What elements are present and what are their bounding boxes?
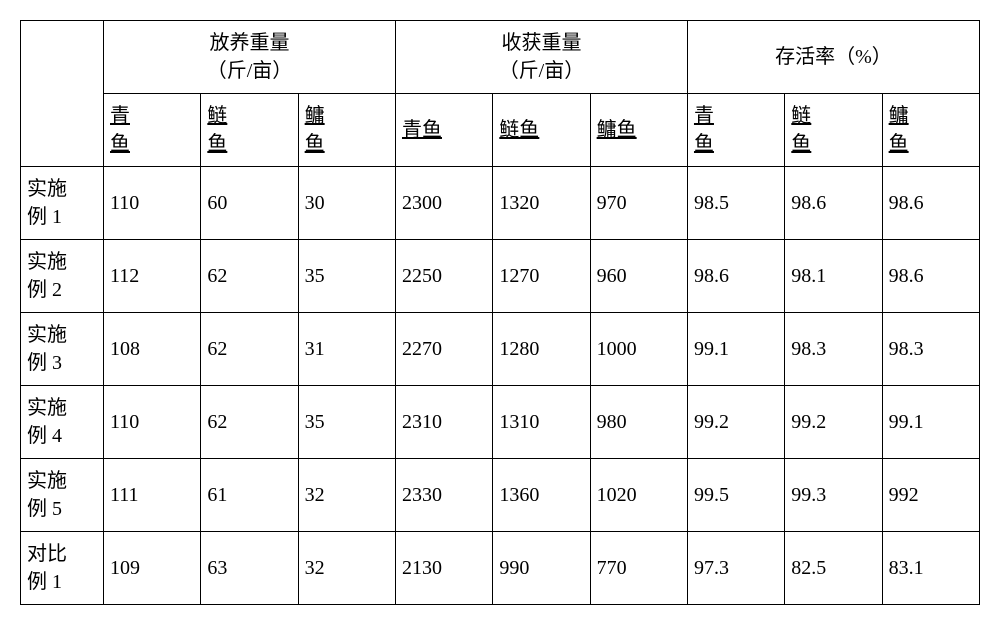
sub-header: 鳙鱼: [590, 94, 687, 167]
row-label: 实施例 3: [21, 313, 104, 386]
cell: 109: [104, 532, 201, 605]
table-row: 实施例 2 112 62 35 2250 1270 960 98.6 98.1 …: [21, 240, 980, 313]
cell: 30: [298, 167, 395, 240]
sub-header: 青鱼: [687, 94, 784, 167]
cell: 61: [201, 459, 298, 532]
header-group-survival: 存活率（%）: [687, 21, 979, 94]
cell: 98.6: [785, 167, 882, 240]
sub-header: 鳙鱼: [882, 94, 979, 167]
cell: 1280: [493, 313, 590, 386]
cell: 35: [298, 386, 395, 459]
cell: 770: [590, 532, 687, 605]
cell: 112: [104, 240, 201, 313]
cell: 98.1: [785, 240, 882, 313]
cell: 35: [298, 240, 395, 313]
cell: 99.1: [882, 386, 979, 459]
cell: 111: [104, 459, 201, 532]
sub-header: 青鱼: [104, 94, 201, 167]
row-label: 实施例 1: [21, 167, 104, 240]
cell: 98.3: [882, 313, 979, 386]
header-row-1: 放养重量（斤/亩） 收获重量（斤/亩） 存活率（%）: [21, 21, 980, 94]
sub-header: 鲢鱼: [785, 94, 882, 167]
cell: 99.2: [687, 386, 784, 459]
table-row: 实施例 1 110 60 30 2300 1320 970 98.5 98.6 …: [21, 167, 980, 240]
cell: 2130: [395, 532, 492, 605]
cell: 31: [298, 313, 395, 386]
cell: 82.5: [785, 532, 882, 605]
cell: 98.6: [882, 167, 979, 240]
cell: 98.6: [882, 240, 979, 313]
cell: 62: [201, 240, 298, 313]
cell: 108: [104, 313, 201, 386]
cell: 110: [104, 167, 201, 240]
header-group-stocking: 放养重量（斤/亩）: [104, 21, 396, 94]
cell: 2330: [395, 459, 492, 532]
row-label: 实施例 4: [21, 386, 104, 459]
sub-header: 青鱼: [395, 94, 492, 167]
header-row-2: 青鱼 鲢鱼 鳙鱼 青鱼 鲢鱼 鳙鱼 青鱼 鲢鱼 鳙鱼: [21, 94, 980, 167]
table-header: 放养重量（斤/亩） 收获重量（斤/亩） 存活率（%） 青鱼 鲢鱼 鳙鱼 青鱼 鲢…: [21, 21, 980, 167]
cell: 110: [104, 386, 201, 459]
cell: 62: [201, 313, 298, 386]
header-group-harvest: 收获重量（斤/亩）: [395, 21, 687, 94]
cell: 60: [201, 167, 298, 240]
cell: 98.5: [687, 167, 784, 240]
cell: 32: [298, 459, 395, 532]
sub-header: 鲢鱼: [493, 94, 590, 167]
cell: 62: [201, 386, 298, 459]
cell: 960: [590, 240, 687, 313]
sub-header: 鲢鱼: [201, 94, 298, 167]
cell: 97.3: [687, 532, 784, 605]
cell: 99.1: [687, 313, 784, 386]
cell: 83.1: [882, 532, 979, 605]
table-row: 实施例 3 108 62 31 2270 1280 1000 99.1 98.3…: [21, 313, 980, 386]
cell: 63: [201, 532, 298, 605]
cell: 2310: [395, 386, 492, 459]
cell: 980: [590, 386, 687, 459]
data-table: 放养重量（斤/亩） 收获重量（斤/亩） 存活率（%） 青鱼 鲢鱼 鳙鱼 青鱼 鲢…: [20, 20, 980, 605]
cell: 1310: [493, 386, 590, 459]
cell: 990: [493, 532, 590, 605]
cell: 2300: [395, 167, 492, 240]
table-body: 实施例 1 110 60 30 2300 1320 970 98.5 98.6 …: [21, 167, 980, 605]
cell: 1360: [493, 459, 590, 532]
cell: 99.5: [687, 459, 784, 532]
cell: 1000: [590, 313, 687, 386]
cell: 32: [298, 532, 395, 605]
cell: 99.2: [785, 386, 882, 459]
cell: 2270: [395, 313, 492, 386]
table-row: 对比例 1 109 63 32 2130 990 770 97.3 82.5 8…: [21, 532, 980, 605]
row-label: 实施例 2: [21, 240, 104, 313]
cell: 1270: [493, 240, 590, 313]
cell: 992: [882, 459, 979, 532]
cell: 1320: [493, 167, 590, 240]
table-row: 实施例 4 110 62 35 2310 1310 980 99.2 99.2 …: [21, 386, 980, 459]
cell: 2250: [395, 240, 492, 313]
row-label: 对比例 1: [21, 532, 104, 605]
header-blank: [21, 21, 104, 167]
cell: 1020: [590, 459, 687, 532]
cell: 98.6: [687, 240, 784, 313]
row-label: 实施例 5: [21, 459, 104, 532]
sub-header: 鳙鱼: [298, 94, 395, 167]
cell: 99.3: [785, 459, 882, 532]
cell: 98.3: [785, 313, 882, 386]
cell: 970: [590, 167, 687, 240]
table-row: 实施例 5 111 61 32 2330 1360 1020 99.5 99.3…: [21, 459, 980, 532]
